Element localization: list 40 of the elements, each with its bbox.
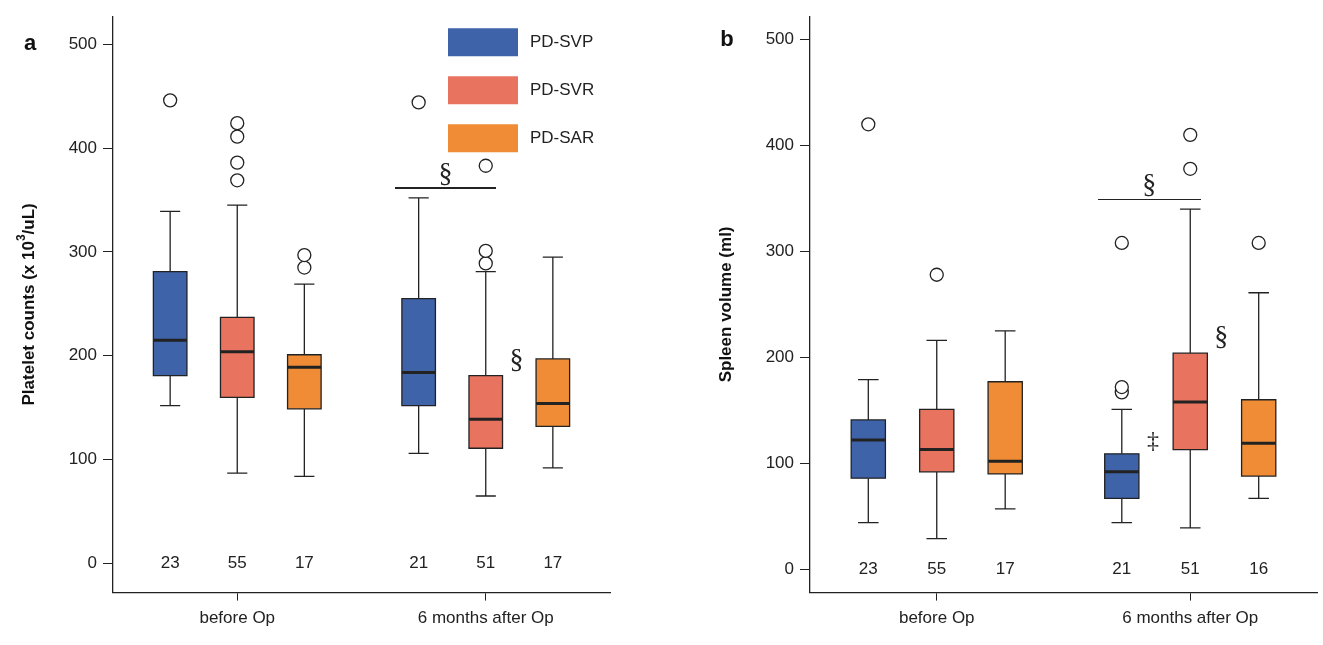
- text: 55: [227, 553, 247, 573]
- legend-label: PD-SAR: [530, 127, 595, 147]
- y-axis-title: Platelet counts (x 103/uL): [14, 203, 38, 406]
- y-tick-label: 100: [68, 449, 97, 469]
- text: 17: [294, 553, 314, 573]
- x-tick-label: before Op: [898, 608, 975, 628]
- y-tick-label: 0: [784, 558, 794, 578]
- y-tick-label: 100: [765, 453, 794, 473]
- text: 16: [1249, 558, 1269, 578]
- y-tick-label: 500: [68, 33, 97, 53]
- y-tick-label: 500: [765, 29, 794, 49]
- text: 21: [409, 553, 429, 573]
- x-tick-label: 6 months after Op: [417, 608, 554, 628]
- annotation: §: [1142, 168, 1157, 200]
- text: 23: [858, 558, 878, 578]
- annotation: §: [509, 342, 524, 374]
- text: 51: [1180, 558, 1200, 578]
- text: 17: [543, 553, 563, 573]
- text: 17: [995, 558, 1015, 578]
- text: 55: [927, 558, 947, 578]
- annotation: ‡: [1146, 426, 1159, 453]
- annotation: §: [1214, 320, 1229, 352]
- chart-title: b: [720, 25, 734, 51]
- y-tick-label: 400: [68, 137, 97, 157]
- text: 51: [476, 553, 496, 573]
- y-tick-label: 200: [68, 345, 97, 365]
- y-axis-title: Spleen volume (ml): [715, 226, 735, 383]
- text: a: [23, 30, 37, 56]
- x-tick-label: before Op: [199, 608, 276, 628]
- y-tick-label: 0: [87, 553, 97, 573]
- text: 23: [160, 553, 180, 573]
- text: 21: [1112, 558, 1132, 578]
- y-tick-label: 300: [68, 241, 97, 261]
- y-tick-label: 300: [765, 241, 794, 261]
- y-tick-label: 200: [765, 347, 794, 367]
- legend-label: PD-SVP: [530, 31, 594, 51]
- y-tick-label: 400: [765, 135, 794, 155]
- annotation: §: [438, 156, 453, 188]
- x-tick-label: 6 months after Op: [1122, 608, 1259, 628]
- legend-label: PD-SVR: [530, 79, 595, 99]
